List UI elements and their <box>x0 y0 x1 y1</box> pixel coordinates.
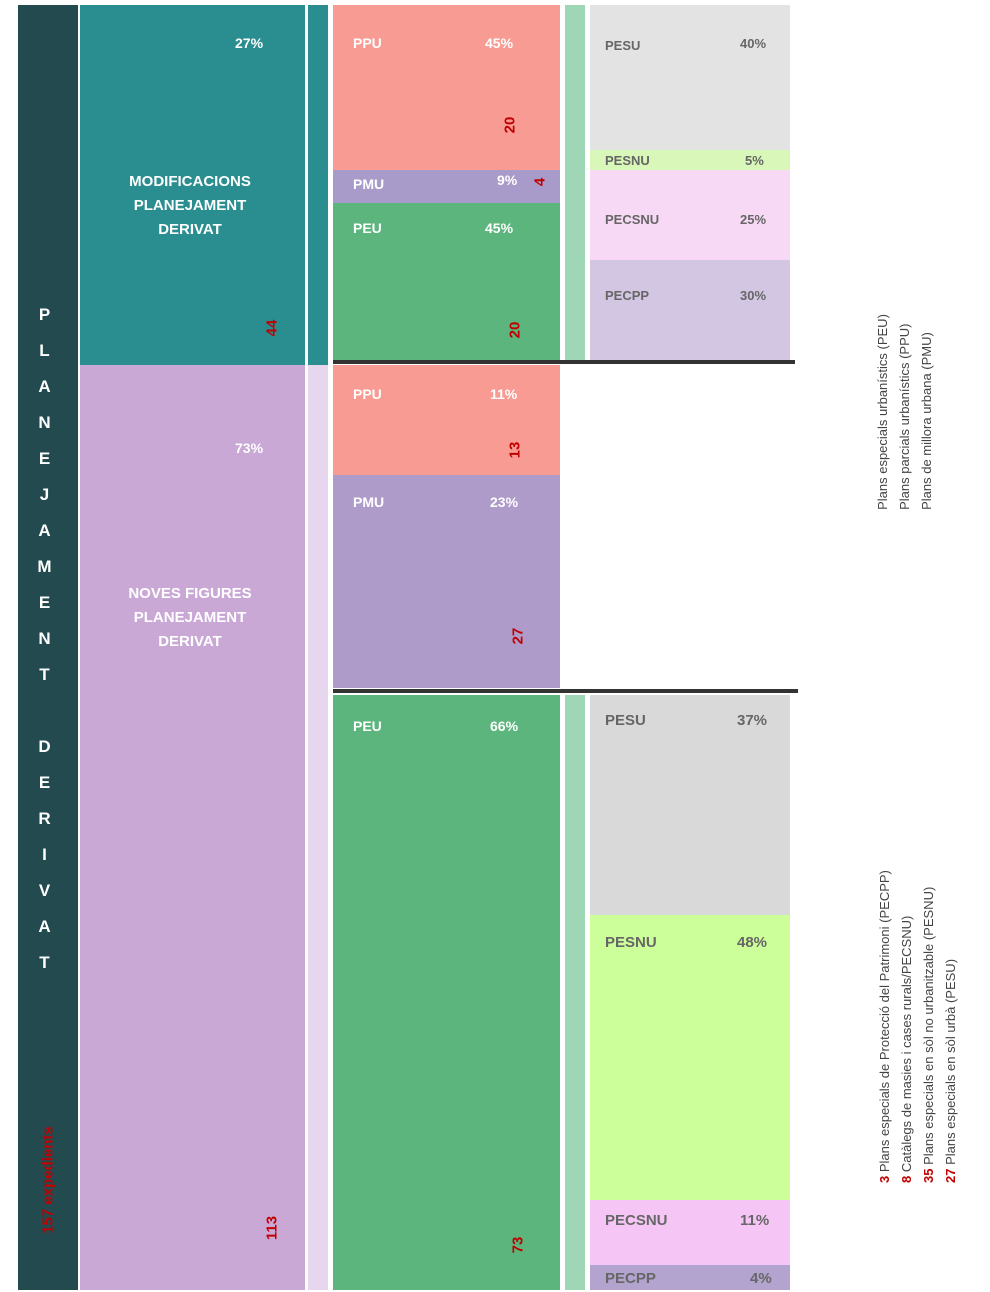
type-share: 4% <box>750 1270 772 1287</box>
group-block <box>80 5 305 365</box>
type-code: PECSNU <box>605 212 660 227</box>
type-code: PESU <box>605 38 641 53</box>
divider <box>333 360 795 364</box>
type-share: 11% <box>740 1212 770 1229</box>
strip <box>308 365 328 1290</box>
legend-text: Plans especials en sòl no urbanitzable (… <box>921 886 936 1165</box>
type-share: 25% <box>740 212 767 227</box>
legend-plans: Plans especials urbanístics (PEU) Plans … <box>872 314 938 510</box>
type-block <box>590 260 790 360</box>
type-code: PECPP <box>605 1270 656 1287</box>
plan-block <box>333 170 560 203</box>
side-title: PLANEJAMENT DERIVAT <box>35 305 54 989</box>
type-share: 30% <box>740 288 767 303</box>
plan-share: 45% <box>485 220 514 236</box>
type-block <box>590 915 790 1200</box>
plan-block <box>333 695 560 1290</box>
plan-share: 66% <box>490 718 519 734</box>
strip <box>565 5 585 360</box>
plan-share: 9% <box>497 172 518 188</box>
legend-item: Plans especials urbanístics (PEU) <box>875 314 890 510</box>
legend-item: 8 Catàlegs de masies i cases rurals/PECS… <box>896 697 918 1183</box>
type-share: 37% <box>737 712 768 729</box>
count: 4 <box>531 177 549 187</box>
side-bar <box>18 5 78 1290</box>
type-block <box>590 5 790 150</box>
total: 157 expedients <box>39 1126 57 1234</box>
type-share: 5% <box>745 153 764 168</box>
count: 44 <box>263 319 281 337</box>
type-share: 40% <box>740 36 767 51</box>
plan-block <box>333 203 560 360</box>
share: 73% <box>235 440 264 456</box>
share: 27% <box>235 35 264 51</box>
type-block <box>590 695 790 915</box>
type-block <box>590 150 790 170</box>
legend-text: Catàlegs de masies i cases rurals/PECSNU… <box>899 915 914 1173</box>
strip <box>565 695 585 1290</box>
type-share: 48% <box>737 934 768 951</box>
legend-item: Plans parcials urbanístics (PPU) <box>897 323 912 510</box>
type-code: PECPP <box>605 288 650 303</box>
legend-count: 27 <box>943 1168 958 1183</box>
plan-block <box>333 365 560 475</box>
legend-text: Plans especials de Protecció del Patrimo… <box>877 870 892 1173</box>
type-block <box>590 1265 790 1290</box>
count: 13 <box>506 441 524 459</box>
plan-block <box>333 475 560 688</box>
count: 73 <box>509 1236 527 1254</box>
plan-code: PMU <box>353 494 385 510</box>
count: 20 <box>501 116 519 134</box>
count: 113 <box>263 1215 281 1241</box>
plan-code: PPU <box>353 386 382 402</box>
type-code: PESNU <box>605 934 657 951</box>
type-code: PECSNU <box>605 1212 668 1229</box>
legend-count: 35 <box>921 1168 936 1183</box>
legend-item: 35 Plans especials en sòl no urbanitzabl… <box>918 697 940 1183</box>
legend-types: 3 Plans especials de Protecció del Patri… <box>874 697 962 1183</box>
plan-code: PEU <box>353 220 382 236</box>
strip <box>308 5 328 365</box>
plan-code: PPU <box>353 35 382 51</box>
legend-text: Plans especials en sòl urbà (PESU) <box>943 958 958 1165</box>
type-block <box>590 170 790 260</box>
plan-share: 11% <box>490 386 518 402</box>
group-name: MODIFICACIONS PLANEJAMENT DERIVAT <box>129 173 251 238</box>
plan-share: 23% <box>490 494 519 510</box>
legend-item: 3 Plans especials de Protecció del Patri… <box>874 697 896 1183</box>
legend-count: 3 <box>877 1175 892 1183</box>
group-name: NOVES FIGURES PLANEJAMENT DERIVAT <box>128 585 252 650</box>
count: 20 <box>506 321 524 339</box>
plan-block <box>333 5 560 170</box>
plan-code: PMU <box>353 176 385 192</box>
legend-item: 27 Plans especials en sòl urbà (PESU) <box>940 697 962 1183</box>
group-block <box>80 365 305 1290</box>
plan-share: 45% <box>485 35 514 51</box>
type-block <box>590 1200 790 1265</box>
legend-item: Plans de millora urbana (PMU) <box>919 332 934 510</box>
type-code: PESU <box>605 712 646 729</box>
divider <box>333 689 798 693</box>
legend-count: 8 <box>899 1175 914 1183</box>
plan-code: PEU <box>353 718 382 734</box>
count: 27 <box>509 627 527 645</box>
type-code: PESNU <box>605 153 650 168</box>
